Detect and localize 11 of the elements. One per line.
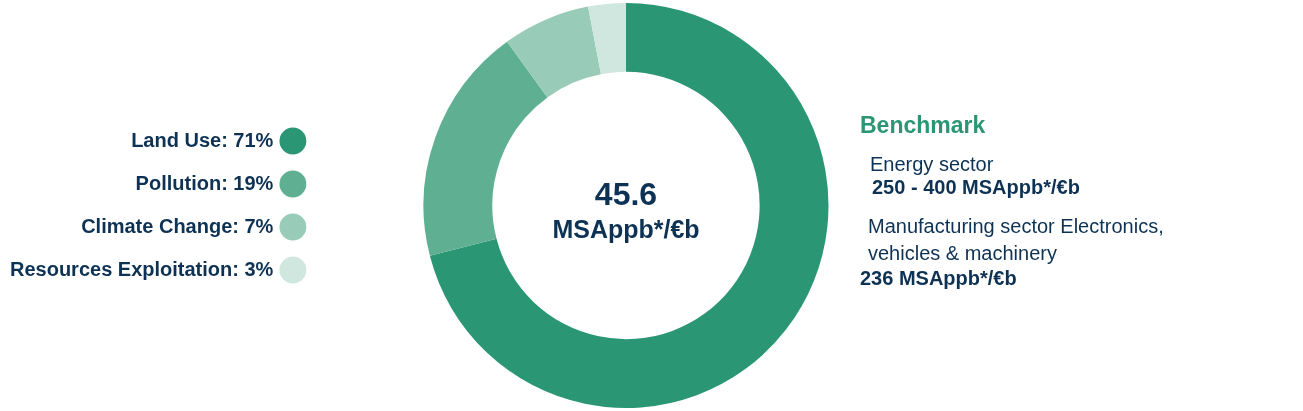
text: 236 MSAppb*/€b bbox=[860, 267, 1018, 290]
text: Energy sector bbox=[870, 153, 995, 176]
text: Manufacturing sector Electronics, vehicles & machinery bbox=[868, 214, 1165, 266]
legend-label: Climate Change: 7% bbox=[81, 214, 274, 237]
text: 45.6 bbox=[593, 175, 659, 213]
legend-label: Pollution: 19% bbox=[135, 171, 274, 194]
legend-label: Resources Exploitation: 3% bbox=[9, 257, 274, 280]
text: 250 - 400 MSAppb*/€b bbox=[872, 176, 1081, 199]
text: Benchmark bbox=[860, 112, 987, 139]
legend-label: Land Use: 71% bbox=[131, 128, 274, 151]
text: MSAppb*/€b bbox=[551, 214, 701, 245]
